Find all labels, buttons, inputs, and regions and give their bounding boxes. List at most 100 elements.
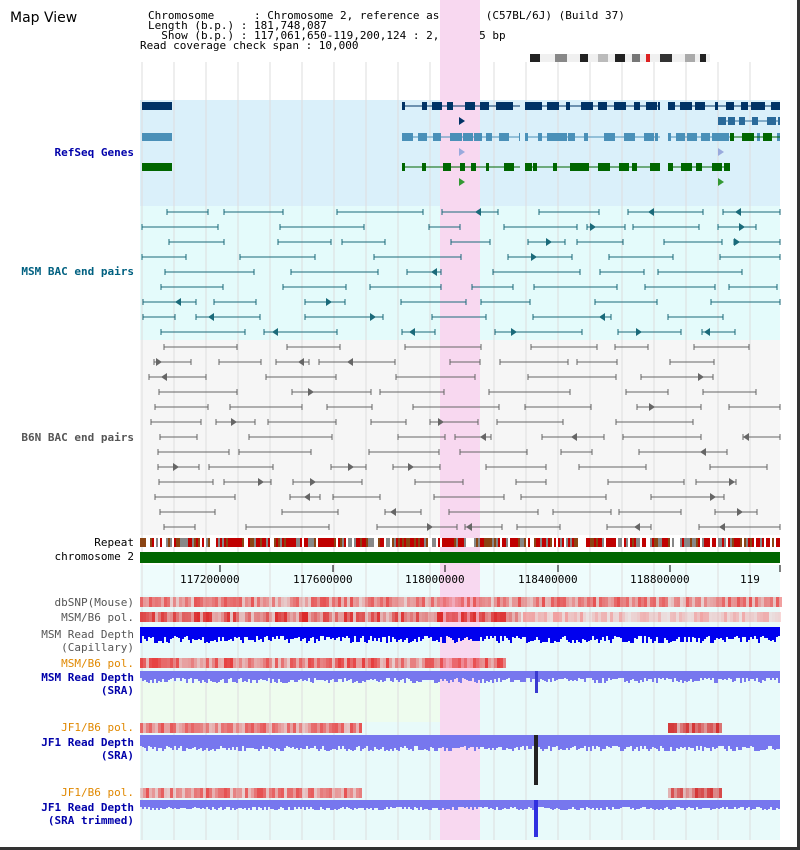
jf1-pol-strip bbox=[713, 723, 716, 733]
jf1-trim-depth bbox=[734, 800, 736, 807]
gene-row-1-exon bbox=[634, 102, 640, 110]
repeat-mark bbox=[360, 538, 362, 547]
msm-sra-depth bbox=[766, 671, 768, 678]
jf1-trim-depth bbox=[744, 800, 746, 810]
msm-pol-strip bbox=[347, 612, 350, 622]
msm-sra-depth bbox=[148, 671, 150, 683]
jf1-sra-depth bbox=[184, 735, 186, 751]
msm-pol-strip bbox=[224, 612, 227, 622]
jf1-trim-depth bbox=[706, 800, 708, 808]
repeat-mark bbox=[424, 538, 426, 547]
msm-capillary-depth bbox=[214, 627, 216, 640]
repeat-mark bbox=[534, 538, 536, 547]
msm-pol-strip bbox=[185, 612, 188, 622]
msm-b6-pol-sra-label[interactable]: MSM/B6 pol. bbox=[61, 657, 134, 670]
msm-pol-strip bbox=[410, 612, 413, 622]
jf1-trim-depth bbox=[490, 800, 492, 808]
msm-read-depth-cap-label[interactable]: MSM Read Depth bbox=[41, 628, 134, 641]
jf1-pol2-strip bbox=[704, 788, 707, 798]
jf1-read-depth-trim-label[interactable]: JF1 Read Depth bbox=[41, 801, 134, 814]
jf1-trim-depth bbox=[496, 800, 498, 807]
msm-sra-depth bbox=[526, 671, 528, 678]
dbsnp-strip bbox=[185, 597, 188, 607]
jf1-trim-depth bbox=[736, 800, 738, 809]
repeat-mark bbox=[622, 538, 624, 547]
msm-capillary-depth bbox=[378, 627, 380, 638]
msm-capillary-depth bbox=[186, 627, 188, 636]
msm-capillary-depth bbox=[246, 627, 248, 637]
msm-pol-sra-strip bbox=[404, 658, 407, 668]
jf1-sra-depth bbox=[466, 735, 468, 750]
dbsnp-strip bbox=[293, 597, 296, 607]
msm-pol-strip bbox=[404, 612, 407, 622]
repeat-mark bbox=[584, 538, 586, 547]
msm-sra-depth bbox=[222, 671, 224, 679]
jf1-pol2-strip bbox=[683, 788, 686, 798]
jf1-trim-depth bbox=[360, 800, 362, 808]
msm-pol-strip bbox=[362, 612, 365, 622]
msm-pol-sra-strip bbox=[329, 658, 332, 668]
jf1-sra-depth bbox=[612, 735, 614, 746]
repeat-mark bbox=[616, 538, 618, 547]
gene-row-1-exon bbox=[533, 102, 542, 110]
jf1-read-depth-label[interactable]: JF1 Read Depth bbox=[41, 736, 134, 749]
jf1-trim-depth bbox=[724, 800, 726, 809]
msm-sra-depth bbox=[698, 671, 700, 681]
gene-arrow bbox=[459, 117, 465, 125]
jf1-sra-depth bbox=[260, 735, 262, 749]
jf1-trim-depth bbox=[696, 800, 698, 807]
jf1-trim-depth bbox=[674, 800, 676, 809]
jf1-pol-strip bbox=[359, 723, 362, 733]
repeat-mark bbox=[332, 538, 334, 547]
repeat-mark bbox=[428, 538, 430, 547]
jf1-trim-depth bbox=[292, 800, 294, 810]
msm-sra-depth bbox=[700, 671, 702, 678]
dbsnp-strip bbox=[407, 597, 410, 607]
jf1-trim-depth bbox=[620, 800, 622, 808]
b6n-bac-marker bbox=[634, 523, 640, 531]
msm-pol-strip bbox=[652, 612, 655, 622]
jf1-pol-strip bbox=[284, 723, 287, 733]
jf1-sra-depth bbox=[280, 735, 282, 751]
msm-pol-strip bbox=[269, 612, 272, 622]
jf1-pol2-strip bbox=[281, 788, 284, 798]
jf1-sra-depth bbox=[452, 735, 454, 748]
msm-pol-sra-strip bbox=[161, 658, 164, 668]
dbsnp-strip bbox=[215, 597, 218, 607]
repeat-mark bbox=[598, 538, 600, 547]
dbsnp-strip bbox=[311, 597, 314, 607]
jf1-sra-depth bbox=[270, 735, 272, 748]
msm-sra-depth bbox=[238, 671, 240, 679]
repeat-mark bbox=[498, 538, 500, 547]
repeat-mark bbox=[578, 538, 580, 547]
b6n-bac-label[interactable]: B6N BAC end pairs bbox=[21, 431, 134, 444]
msm-capillary-depth bbox=[494, 627, 496, 636]
dbsnp-label[interactable]: dbSNP(Mouse) bbox=[54, 596, 134, 609]
jf1-sra-depth bbox=[266, 735, 268, 749]
jf1-b6-pol-2-label[interactable]: JF1/B6 pol. bbox=[61, 786, 134, 799]
msm-sra-depth bbox=[172, 671, 174, 678]
msm-sra-depth bbox=[626, 671, 628, 681]
msm-capillary-depth bbox=[772, 627, 774, 640]
msm-b6-pol-label[interactable]: MSM/B6 pol. bbox=[61, 611, 134, 624]
repeat-mark bbox=[158, 538, 160, 547]
jf1-trim-depth bbox=[444, 800, 446, 810]
msm-sra-depth bbox=[738, 671, 740, 678]
dbsnp-strip bbox=[665, 597, 668, 607]
jf1-b6-pol-label[interactable]: JF1/B6 pol. bbox=[61, 721, 134, 734]
jf1-trim-depth bbox=[184, 800, 186, 808]
jf1-sra-depth bbox=[718, 735, 720, 746]
msm-sra-depth bbox=[508, 671, 510, 678]
jf1-sra-depth bbox=[250, 735, 252, 748]
b6n-bac-marker bbox=[571, 433, 577, 441]
repeat-mark bbox=[524, 538, 526, 547]
dbsnp-strip bbox=[440, 597, 443, 607]
refseq-genes-label[interactable]: RefSeq Genes bbox=[54, 146, 134, 159]
msm-bac-label[interactable]: MSM BAC end pairs bbox=[21, 265, 134, 278]
msm-read-depth-sra-label[interactable]: MSM Read Depth bbox=[41, 671, 134, 684]
jf1-sra-depth bbox=[614, 735, 616, 746]
jf1-trim-depth bbox=[646, 800, 648, 809]
gene-row-1-exon bbox=[695, 102, 705, 110]
msm-capillary-depth bbox=[272, 627, 274, 637]
